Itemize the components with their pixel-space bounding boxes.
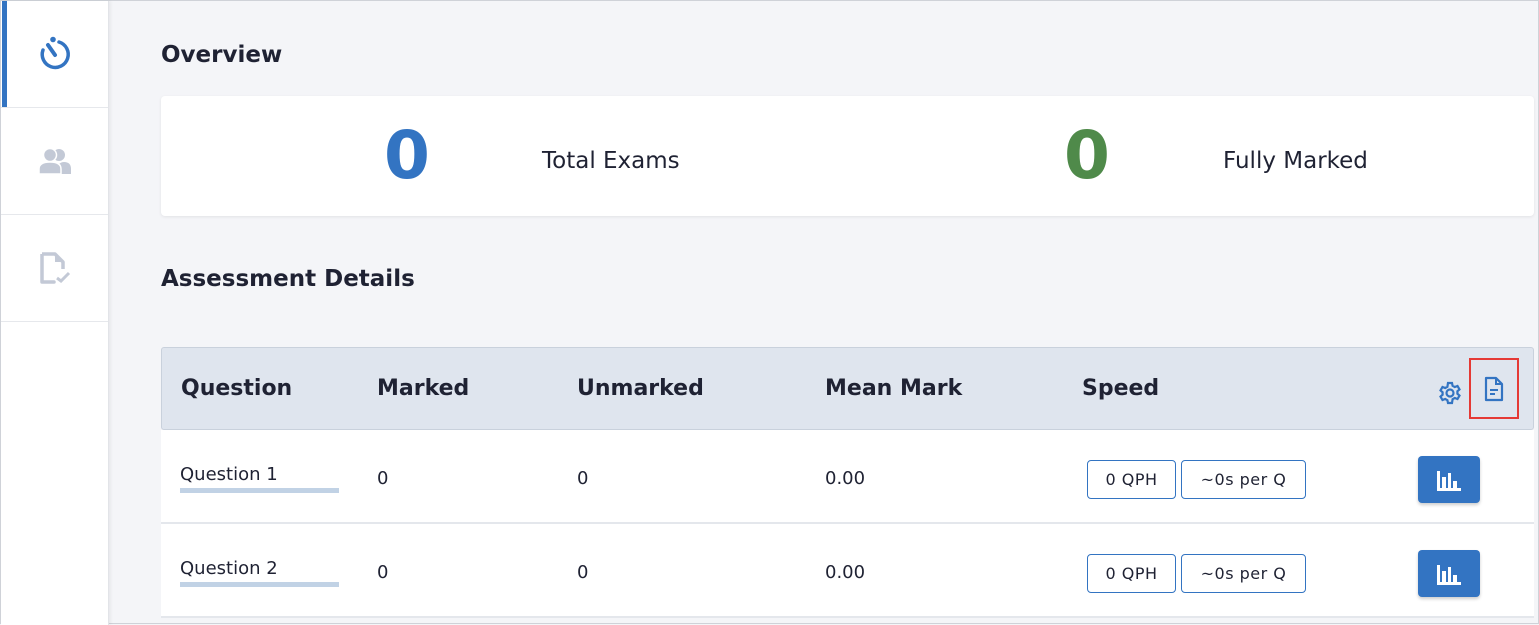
col-question: Question — [181, 376, 293, 401]
unmarked-value: 0 — [577, 468, 589, 489]
mean-mark-value: 0.00 — [825, 562, 866, 583]
total-exams-value: 0 — [384, 117, 430, 194]
per-question-badge: ~0s per Q — [1181, 460, 1306, 499]
question-link[interactable]: Question 1 — [180, 464, 339, 493]
fully-marked-value: 0 — [1064, 117, 1110, 194]
qph-badge: 0 QPH — [1087, 460, 1176, 499]
marked-value: 0 — [377, 562, 389, 583]
col-mean-mark: Mean Mark — [825, 376, 963, 401]
col-marked: Marked — [377, 376, 470, 401]
stats-button[interactable] — [1418, 456, 1480, 503]
assessment-table: Question Marked Unmarked Mean Mark Speed… — [161, 347, 1534, 618]
stopwatch-icon — [40, 36, 70, 70]
sidebar-item-progress[interactable] — [1, 1, 108, 108]
stats-button[interactable] — [1418, 550, 1480, 597]
sidebar-item-users[interactable] — [1, 108, 108, 215]
overview-card: 0 Total Exams 0 Fully Marked — [161, 96, 1534, 216]
col-unmarked: Unmarked — [577, 376, 704, 401]
unmarked-value: 0 — [577, 562, 589, 583]
document-icon — [1484, 376, 1504, 401]
total-exams-label: Total Exams — [542, 148, 680, 174]
bar-chart-icon — [1437, 564, 1461, 585]
file-check-icon — [39, 252, 70, 284]
marked-value: 0 — [377, 468, 389, 489]
users-icon — [37, 147, 71, 175]
question-link[interactable]: Question 2 — [180, 558, 339, 587]
sidebar-item-marking[interactable] — [1, 215, 108, 322]
table-row: Question 1 0 0 0.00 0 QPH ~0s per Q — [161, 430, 1534, 524]
overview-title: Overview — [161, 42, 283, 68]
bar-chart-icon — [1437, 470, 1461, 491]
col-speed: Speed — [1082, 376, 1160, 401]
qph-badge: 0 QPH — [1087, 554, 1176, 593]
per-question-badge: ~0s per Q — [1181, 554, 1306, 593]
gear-icon[interactable] — [1438, 381, 1462, 405]
report-button[interactable] — [1469, 358, 1519, 419]
assessment-title: Assessment Details — [161, 266, 415, 292]
fully-marked-label: Fully Marked — [1223, 148, 1368, 174]
mean-mark-value: 0.00 — [825, 468, 866, 489]
table-header: Question Marked Unmarked Mean Mark Speed — [161, 347, 1534, 430]
sidebar — [1, 1, 109, 625]
table-row: Question 2 0 0 0.00 0 QPH ~0s per Q — [161, 524, 1534, 618]
